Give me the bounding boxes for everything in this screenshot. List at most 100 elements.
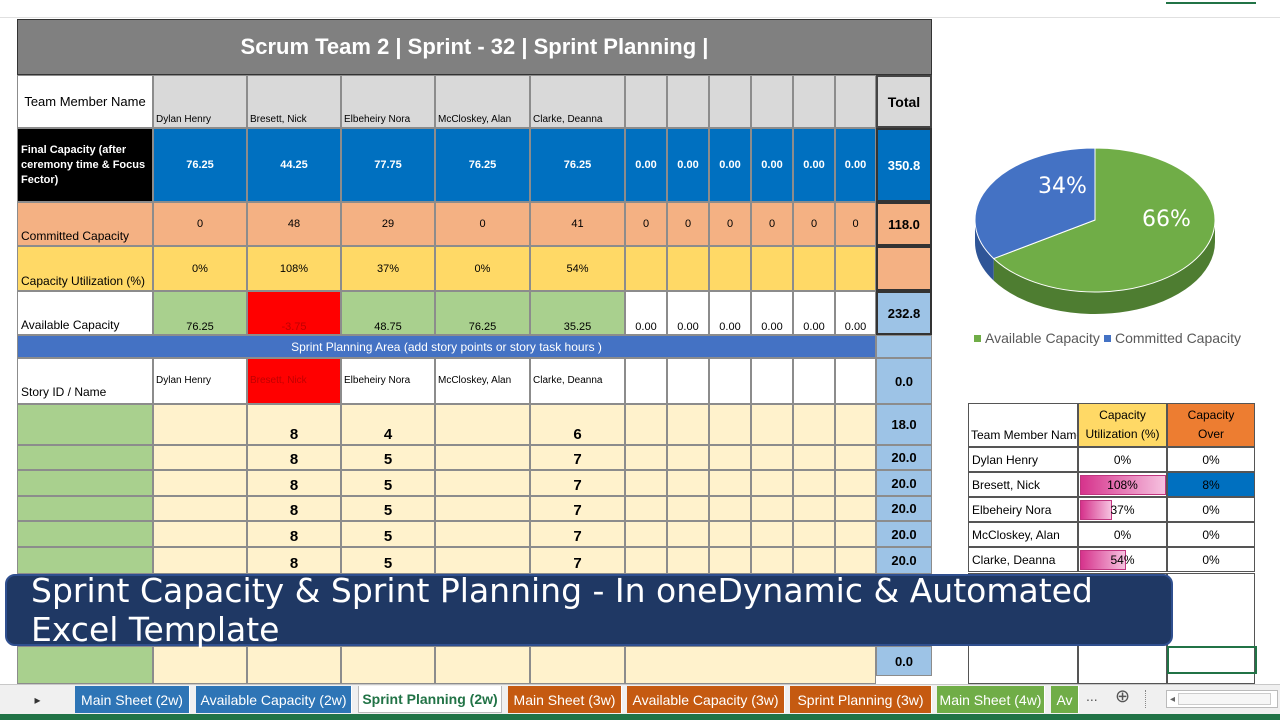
story-cell[interactable] bbox=[435, 521, 530, 547]
capacity-utilization-cell[interactable] bbox=[835, 246, 876, 291]
story-member-empty[interactable] bbox=[835, 358, 876, 404]
story-cell[interactable] bbox=[435, 445, 530, 470]
story-id-cell[interactable] bbox=[17, 547, 153, 574]
story-cell[interactable] bbox=[751, 547, 793, 574]
story-cell[interactable] bbox=[667, 445, 709, 470]
story-cell[interactable] bbox=[667, 496, 709, 521]
member-header-2[interactable]: Bresett, Nick bbox=[247, 75, 341, 128]
final-capacity-cell[interactable]: 44.25 bbox=[247, 128, 341, 202]
committed-capacity-cell[interactable]: 0 bbox=[709, 202, 751, 246]
story-cell[interactable] bbox=[435, 646, 530, 684]
story-id-cell[interactable] bbox=[17, 496, 153, 521]
committed-capacity-cell[interactable]: 41 bbox=[530, 202, 625, 246]
sheet-tab[interactable]: Available Capacity (3w) bbox=[627, 686, 785, 713]
sheet-tab[interactable]: Main Sheet (3w) bbox=[508, 686, 622, 713]
committed-capacity-cell[interactable]: 0 bbox=[835, 202, 876, 246]
story-member-3[interactable]: Elbeheiry Nora bbox=[341, 358, 435, 404]
story-cell[interactable] bbox=[751, 470, 793, 496]
story-cell[interactable] bbox=[435, 547, 530, 574]
story-cell[interactable] bbox=[435, 404, 530, 445]
story-cell[interactable] bbox=[793, 445, 835, 470]
story-id-cell[interactable] bbox=[17, 646, 153, 684]
story-cell[interactable]: 6 bbox=[530, 404, 625, 445]
story-cell[interactable] bbox=[751, 404, 793, 445]
final-capacity-cell[interactable]: 76.25 bbox=[435, 128, 530, 202]
available-capacity-cell[interactable]: 0.00 bbox=[709, 291, 751, 335]
available-capacity-cell[interactable]: 0.00 bbox=[751, 291, 793, 335]
member-header-empty[interactable] bbox=[835, 75, 876, 128]
scroll-thumb[interactable] bbox=[1178, 693, 1271, 705]
capacity-utilization-cell[interactable] bbox=[793, 246, 835, 291]
final-capacity-cell[interactable]: 0.00 bbox=[625, 128, 667, 202]
story-cell[interactable] bbox=[625, 521, 667, 547]
sheet-tab[interactable]: Main Sheet (4w) bbox=[937, 686, 1045, 713]
story-cell[interactable] bbox=[625, 470, 667, 496]
final-capacity-cell[interactable]: 76.25 bbox=[530, 128, 625, 202]
story-cell[interactable] bbox=[793, 521, 835, 547]
final-capacity-cell[interactable]: 0.00 bbox=[751, 128, 793, 202]
story-cell[interactable]: 8 bbox=[247, 404, 341, 445]
active-cell[interactable] bbox=[1167, 646, 1257, 674]
member-header-1[interactable]: Dylan Henry bbox=[153, 75, 247, 128]
story-cell[interactable]: 5 bbox=[341, 521, 435, 547]
sheet-tab[interactable]: Sprint Planning (3w) bbox=[790, 686, 932, 713]
story-cell[interactable] bbox=[153, 404, 247, 445]
more-tabs-icon[interactable]: ... bbox=[1086, 688, 1098, 704]
story-cell[interactable] bbox=[667, 521, 709, 547]
story-member-empty[interactable] bbox=[667, 358, 709, 404]
story-cell[interactable] bbox=[625, 496, 667, 521]
final-capacity-cell[interactable]: 0.00 bbox=[835, 128, 876, 202]
sheet-tab[interactable]: Av bbox=[1051, 686, 1079, 713]
story-cell[interactable] bbox=[751, 445, 793, 470]
available-capacity-cell[interactable]: 0.00 bbox=[667, 291, 709, 335]
story-cell[interactable] bbox=[709, 404, 751, 445]
member-header-empty[interactable] bbox=[625, 75, 667, 128]
story-cell[interactable] bbox=[341, 646, 435, 684]
tab-scroll-next-icon[interactable]: ▸ bbox=[34, 692, 41, 707]
story-member-empty[interactable] bbox=[793, 358, 835, 404]
member-header-5[interactable]: Clarke, Deanna bbox=[530, 75, 625, 128]
sheet-tab[interactable]: Available Capacity (2w) bbox=[196, 686, 352, 713]
committed-capacity-cell[interactable]: 0 bbox=[793, 202, 835, 246]
story-cell[interactable]: 7 bbox=[530, 445, 625, 470]
story-cell[interactable]: 8 bbox=[247, 445, 341, 470]
story-cell[interactable] bbox=[153, 470, 247, 496]
story-cell[interactable] bbox=[625, 547, 667, 574]
final-capacity-cell[interactable]: 0.00 bbox=[667, 128, 709, 202]
story-cell[interactable]: 8 bbox=[247, 470, 341, 496]
story-id-cell[interactable] bbox=[17, 470, 153, 496]
story-cell[interactable]: 7 bbox=[530, 547, 625, 574]
story-cell[interactable] bbox=[153, 521, 247, 547]
sheet-tab[interactable]: Main Sheet (2w) bbox=[75, 686, 190, 713]
final-capacity-cell[interactable]: 76.25 bbox=[153, 128, 247, 202]
final-capacity-cell[interactable]: 77.75 bbox=[341, 128, 435, 202]
story-cell[interactable] bbox=[793, 404, 835, 445]
committed-capacity-cell[interactable]: 0 bbox=[153, 202, 247, 246]
member-header-empty[interactable] bbox=[751, 75, 793, 128]
story-cell[interactable]: 5 bbox=[341, 470, 435, 496]
story-cell[interactable]: 5 bbox=[341, 445, 435, 470]
story-member-2[interactable]: Bresett, Nick bbox=[247, 358, 341, 404]
story-id-cell[interactable] bbox=[17, 521, 153, 547]
story-cell[interactable] bbox=[835, 404, 876, 445]
story-cell[interactable]: 7 bbox=[530, 470, 625, 496]
story-cell[interactable] bbox=[247, 646, 341, 684]
capacity-utilization-cell[interactable]: 108% bbox=[247, 246, 341, 291]
story-cell[interactable] bbox=[625, 445, 667, 470]
available-capacity-cell[interactable]: 35.25 bbox=[530, 291, 625, 335]
story-member-empty[interactable] bbox=[751, 358, 793, 404]
story-cell[interactable] bbox=[793, 496, 835, 521]
story-cell[interactable] bbox=[709, 547, 751, 574]
member-header-empty[interactable] bbox=[709, 75, 751, 128]
story-cell[interactable] bbox=[153, 646, 247, 684]
add-sheet-icon[interactable]: ⊕ bbox=[1115, 686, 1131, 706]
story-cell[interactable] bbox=[835, 521, 876, 547]
story-cell[interactable]: 7 bbox=[530, 521, 625, 547]
available-capacity-cell[interactable]: -3.75 bbox=[247, 291, 341, 335]
final-capacity-cell[interactable]: 0.00 bbox=[793, 128, 835, 202]
capacity-utilization-cell[interactable]: 0% bbox=[435, 246, 530, 291]
committed-capacity-cell[interactable]: 29 bbox=[341, 202, 435, 246]
story-cell[interactable]: 5 bbox=[341, 547, 435, 574]
story-cell[interactable] bbox=[835, 496, 876, 521]
member-header-empty[interactable] bbox=[793, 75, 835, 128]
